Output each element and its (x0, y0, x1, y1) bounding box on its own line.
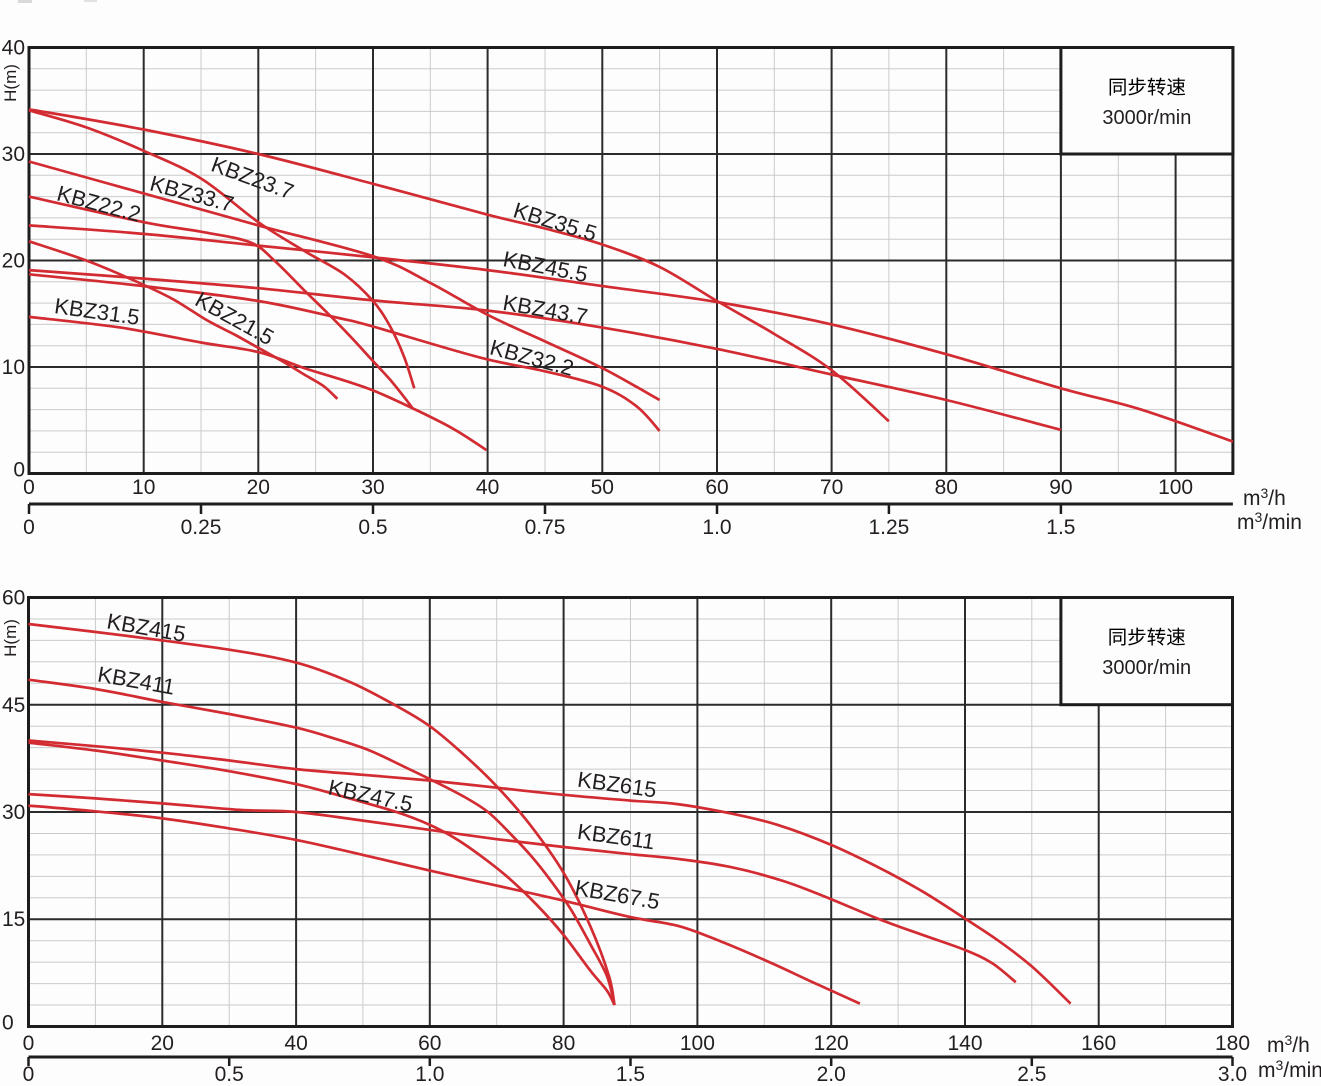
svg-text:1.25: 1.25 (868, 516, 909, 539)
svg-text:0: 0 (23, 476, 35, 499)
svg-text:3000r/min: 3000r/min (1102, 657, 1191, 679)
svg-text:90: 90 (1049, 476, 1072, 499)
svg-text:80: 80 (935, 476, 958, 499)
svg-text:60: 60 (705, 476, 728, 499)
svg-text:0.5: 0.5 (358, 516, 387, 539)
svg-text:20: 20 (151, 1032, 174, 1055)
svg-text:0: 0 (13, 459, 25, 482)
svg-text:2.0: 2.0 (817, 1063, 846, 1086)
svg-text:100: 100 (1158, 476, 1193, 499)
svg-text:40: 40 (284, 1032, 307, 1055)
svg-text:60: 60 (2, 587, 25, 610)
svg-text:1.0: 1.0 (702, 516, 731, 539)
svg-text:20: 20 (2, 250, 25, 273)
svg-text:80: 80 (552, 1032, 575, 1055)
svg-text:3000r/min: 3000r/min (1102, 107, 1191, 129)
svg-text:m3/min: m3/min (1237, 509, 1302, 534)
svg-text:0.75: 0.75 (525, 516, 566, 539)
svg-text:m3/min: m3/min (1258, 1057, 1321, 1082)
svg-text:0: 0 (23, 1063, 35, 1086)
svg-text:0: 0 (23, 516, 35, 539)
svg-text:0.25: 0.25 (181, 516, 222, 539)
svg-text:0: 0 (2, 1012, 14, 1035)
svg-text:0: 0 (23, 1032, 35, 1055)
svg-text:45: 45 (2, 694, 25, 717)
svg-text:H(m): H(m) (1, 64, 20, 102)
svg-text:30: 30 (361, 476, 384, 499)
svg-text:0.5: 0.5 (215, 1063, 244, 1086)
svg-text:40: 40 (476, 476, 499, 499)
svg-text:15: 15 (2, 908, 25, 931)
svg-text:1.0: 1.0 (415, 1063, 444, 1086)
svg-text:1.5: 1.5 (1046, 516, 1075, 539)
svg-text:30: 30 (2, 801, 25, 824)
svg-text:2.5: 2.5 (1017, 1063, 1046, 1086)
svg-text:40: 40 (2, 37, 25, 60)
svg-text:140: 140 (947, 1032, 982, 1055)
svg-text:120: 120 (814, 1032, 849, 1055)
svg-text:m3/h: m3/h (1243, 485, 1286, 510)
svg-text:1.5: 1.5 (616, 1063, 645, 1086)
svg-text:H(m): H(m) (1, 619, 20, 657)
svg-text:30: 30 (2, 143, 25, 166)
svg-text:180: 180 (1215, 1032, 1250, 1055)
svg-text:3.0: 3.0 (1218, 1063, 1247, 1086)
svg-text:20: 20 (247, 476, 270, 499)
svg-text:70: 70 (820, 476, 843, 499)
svg-text:10: 10 (2, 356, 25, 379)
svg-text:60: 60 (418, 1032, 441, 1055)
svg-text:10: 10 (132, 476, 155, 499)
svg-text:50: 50 (591, 476, 614, 499)
svg-text:100: 100 (680, 1032, 715, 1055)
svg-text:160: 160 (1081, 1032, 1116, 1055)
